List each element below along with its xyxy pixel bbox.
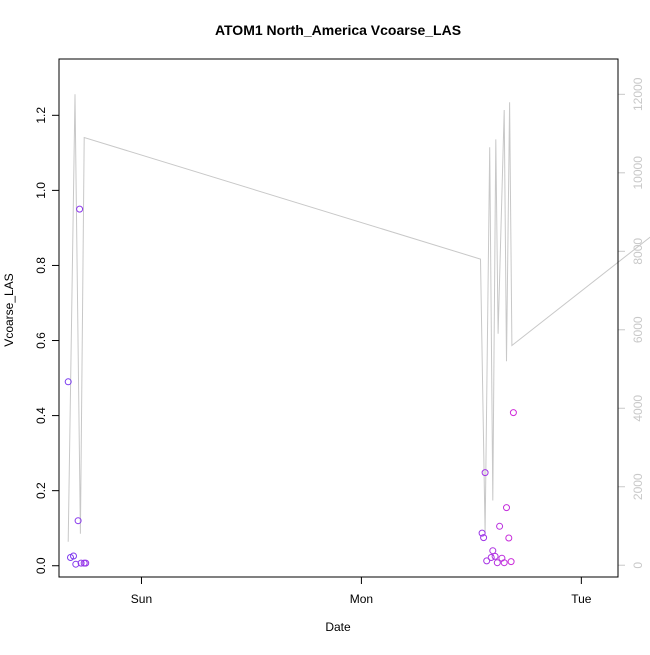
x-axis-label: Date	[325, 620, 351, 634]
y-right-tick-label: 12000	[631, 77, 645, 111]
x-tick-label: Tue	[571, 592, 592, 606]
data-point	[507, 558, 515, 566]
y-left-tick-label: 0.4	[34, 407, 48, 424]
data-point	[64, 378, 72, 386]
y-left-tick-label: 0.2	[34, 482, 48, 499]
data-point	[487, 554, 495, 561]
y-right-tick-label: 2000	[631, 473, 645, 500]
series-line	[67, 94, 650, 542]
y-left-tick-label: 0.6	[34, 332, 48, 349]
data-point	[480, 534, 488, 542]
y-left-tick-label: 1.0	[34, 182, 48, 199]
y-right-tick-label: 6000	[631, 316, 645, 343]
right-axis-line-layer	[67, 94, 650, 542]
y-right-tick-label: 4000	[631, 395, 645, 422]
data-point	[491, 552, 499, 560]
data-point	[82, 559, 90, 567]
data-point	[496, 522, 504, 530]
data-point	[493, 559, 501, 567]
data-point	[72, 560, 80, 568]
y-right-tick-label: 0	[631, 562, 645, 569]
x-tick-label: Mon	[350, 592, 373, 606]
data-point	[70, 552, 77, 560]
data-point	[74, 517, 82, 525]
y-left-tick-label: 1.2	[34, 107, 48, 124]
data-point	[503, 504, 510, 512]
y-left-tick-label: 0.8	[34, 257, 48, 274]
axes-layer: Sun Mon Tue 0.0 0.2 0.4 0.6 0.8 1.0 1.2 0 2000 4000 6…	[34, 77, 645, 606]
y-right-tick-label: 10000	[631, 156, 645, 190]
data-point	[509, 409, 517, 417]
data-point	[500, 559, 508, 567]
y-left-tick-label: 0.0	[34, 557, 48, 574]
data-point	[77, 559, 85, 567]
y-axis-label: Vcoarse_LAS	[2, 273, 16, 346]
data-point	[76, 205, 84, 213]
data-point	[483, 557, 491, 565]
scatter-points-layer	[64, 205, 517, 568]
chart-title: ATOM1 North_America Vcoarse_LAS	[215, 22, 461, 38]
plot-area-box	[58, 58, 619, 578]
data-point	[505, 534, 513, 542]
data-point	[478, 529, 486, 537]
data-point	[489, 547, 497, 555]
x-tick-label: Sun	[131, 592, 152, 606]
y-right-tick-label: 8000	[631, 238, 645, 265]
data-point	[481, 469, 489, 477]
